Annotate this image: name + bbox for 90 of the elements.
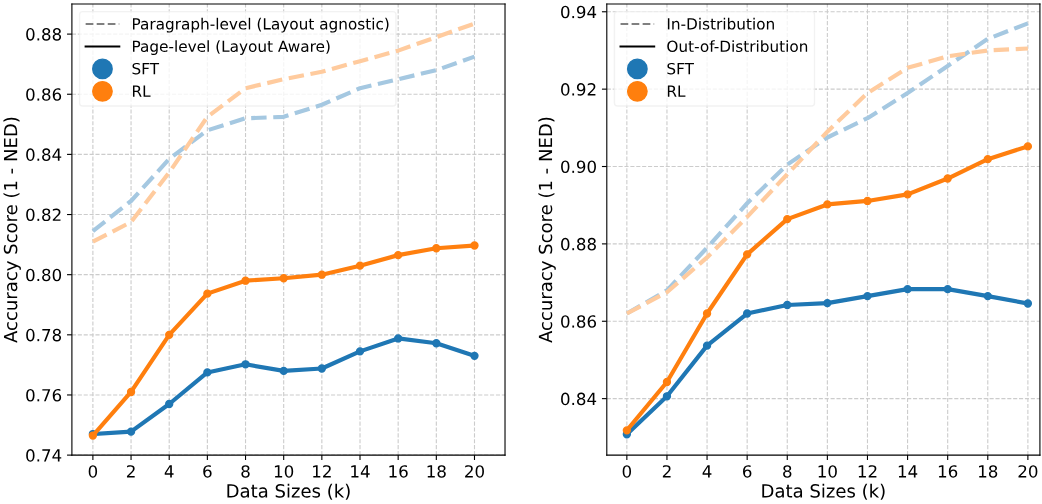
legend-label: SFT xyxy=(132,62,160,75)
point xyxy=(823,298,832,308)
point xyxy=(783,300,792,310)
legend-label: RL xyxy=(667,85,686,97)
point xyxy=(1023,299,1033,308)
point xyxy=(903,284,912,294)
x-axis-title: Data Sizes (k) xyxy=(227,483,350,500)
point xyxy=(317,270,327,279)
point xyxy=(432,339,441,348)
x-tick-label: 10 xyxy=(274,465,294,478)
y-tick-label: 0.94 xyxy=(561,5,597,19)
point xyxy=(622,426,632,435)
y-tick-label: 0.90 xyxy=(561,160,596,174)
x-tick-label: 6 xyxy=(743,465,752,478)
point xyxy=(943,174,952,183)
point xyxy=(126,387,136,397)
x-tick-label: 18 xyxy=(979,465,998,478)
point xyxy=(165,399,174,409)
point xyxy=(1023,142,1033,151)
x-tick-label: 12 xyxy=(858,465,877,478)
x-tick-label: 16 xyxy=(389,465,408,478)
point xyxy=(165,330,174,339)
y-tick-label: 0.86 xyxy=(26,88,62,101)
x-tick-label: 20 xyxy=(465,465,484,478)
point xyxy=(742,250,752,259)
point xyxy=(783,214,792,224)
point xyxy=(983,154,992,164)
x-tick-label: 4 xyxy=(164,465,174,478)
point xyxy=(702,309,712,318)
point xyxy=(943,284,952,294)
point xyxy=(662,392,672,401)
point xyxy=(863,196,872,206)
y-tick-label: 0.88 xyxy=(561,237,596,251)
point xyxy=(470,351,479,361)
point xyxy=(702,341,712,350)
legend-label: Page-level (Layout Aware) xyxy=(132,40,330,55)
point xyxy=(126,427,136,436)
point xyxy=(317,364,327,373)
point xyxy=(241,276,250,285)
x-tick-label: 0 xyxy=(88,465,98,478)
point xyxy=(203,289,212,298)
y-axis-title: Accuracy Score (1 - NED) xyxy=(538,117,556,343)
point xyxy=(203,368,212,377)
x-axis-title: Data Sizes (k) xyxy=(762,483,885,500)
legend-label: Out-of-Distribution xyxy=(667,40,808,53)
legend-label: In-Distribution xyxy=(667,17,774,30)
x-tick-label: 2 xyxy=(126,465,135,478)
x-tick-label: 16 xyxy=(938,465,958,478)
point xyxy=(742,309,752,318)
x-tick-label: 4 xyxy=(702,465,712,478)
y-tick-label: 0.76 xyxy=(26,388,62,402)
point xyxy=(279,274,288,283)
x-tick-label: 0 xyxy=(622,465,632,478)
x-tick-label: 10 xyxy=(818,465,837,478)
legend-label: Paragraph-level (Layout agnostic) xyxy=(132,17,389,33)
x-tick-label: 8 xyxy=(241,465,250,478)
y-tick-label: 0.82 xyxy=(26,208,61,222)
point xyxy=(470,241,479,250)
point xyxy=(823,200,832,209)
point xyxy=(355,347,365,356)
y-tick-label: 0.92 xyxy=(561,83,596,96)
point xyxy=(241,360,250,369)
point xyxy=(355,261,365,270)
y-tick-label: 0.78 xyxy=(26,328,62,342)
y-tick-label: 0.84 xyxy=(561,392,597,406)
x-tick-label: 2 xyxy=(662,465,671,478)
x-tick-label: 6 xyxy=(203,465,212,478)
legend-label: RL xyxy=(132,85,151,97)
point xyxy=(279,366,288,376)
x-tick-label: 14 xyxy=(898,465,918,478)
point xyxy=(432,244,441,253)
y-tick-label: 0.74 xyxy=(26,449,62,462)
y-tick-label: 0.88 xyxy=(26,28,62,41)
point xyxy=(393,250,403,260)
legend-label: SFT xyxy=(667,62,694,75)
y-tick-label: 0.86 xyxy=(561,315,597,328)
y-tick-label: 0.84 xyxy=(26,148,62,161)
y-tick-label: 0.80 xyxy=(26,268,62,282)
x-tick-label: 12 xyxy=(313,465,331,478)
x-tick-label: 20 xyxy=(1018,465,1038,478)
line-series xyxy=(90,54,477,234)
point xyxy=(983,291,992,301)
point xyxy=(903,190,912,199)
point xyxy=(863,291,872,301)
x-tick-label: 8 xyxy=(783,465,792,478)
point xyxy=(662,377,672,387)
x-tick-label: 14 xyxy=(351,465,370,478)
x-tick-label: 18 xyxy=(427,465,446,478)
point xyxy=(393,334,403,343)
y-axis-title: Accuracy Score (1 - NED) xyxy=(3,117,21,343)
